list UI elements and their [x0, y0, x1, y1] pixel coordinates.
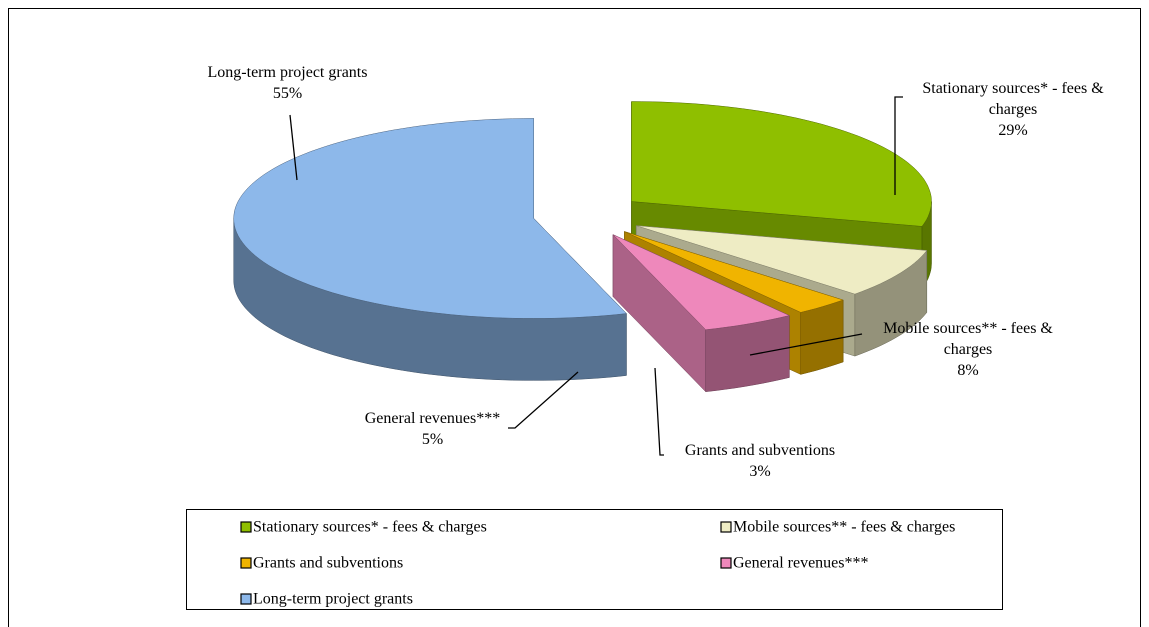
data-label: Long-term project grants 55% [150, 62, 425, 104]
slice-top [631, 101, 932, 227]
legend-swatch [720, 521, 732, 533]
legend-label: Mobile sources** - fees & charges [733, 519, 955, 536]
data-label-value: 29% [998, 122, 1028, 139]
slice-top [624, 231, 844, 313]
legend-label: General revenues*** [733, 555, 869, 572]
data-label: Stationary sources* - fees & charges 29% [898, 78, 1128, 141]
leader-line [654, 367, 664, 456]
legend-swatch [240, 593, 252, 605]
leader-line [289, 114, 298, 181]
data-label-value: 55% [272, 85, 303, 102]
legend-label: Grants and subventions [253, 555, 403, 572]
leader-line [508, 371, 579, 429]
legend: Stationary sources* - fees & charges Mobi… [240, 519, 955, 608]
leader-line [894, 96, 903, 195]
legend-swatch [240, 521, 252, 533]
data-label-name: Stationary sources* - fees & charges [922, 80, 1104, 118]
data-label-name: General revenues*** [364, 410, 501, 427]
data-label-value: 3% [749, 463, 771, 480]
data-label: Grants and subventions 3% [655, 440, 865, 482]
legend-swatch [720, 557, 732, 569]
legend-label: Long-term project grants [253, 591, 413, 608]
leader-line [749, 333, 863, 356]
slice-wall [800, 299, 844, 375]
data-label-name: Grants and subventions [684, 442, 836, 459]
slice-top [636, 225, 928, 295]
data-label: Mobile sources** - fees & charges 8% [858, 318, 1078, 381]
slice-top [233, 118, 627, 319]
legend-swatch [240, 557, 252, 569]
leader-lines [289, 96, 903, 456]
data-label: General revenues*** 5% [330, 408, 535, 450]
pie [233, 101, 932, 393]
data-label-name: Mobile sources** - fees & charges [883, 320, 1053, 358]
legend-box [186, 509, 1003, 610]
data-label-value: 5% [421, 431, 444, 448]
data-label-name: Long-term project grants [207, 64, 368, 81]
frame [8, 8, 1141, 627]
legend-label: Stationary sources* - fees & charges [253, 519, 487, 536]
slice-top [612, 234, 791, 330]
data-label-value: 8% [957, 362, 979, 379]
